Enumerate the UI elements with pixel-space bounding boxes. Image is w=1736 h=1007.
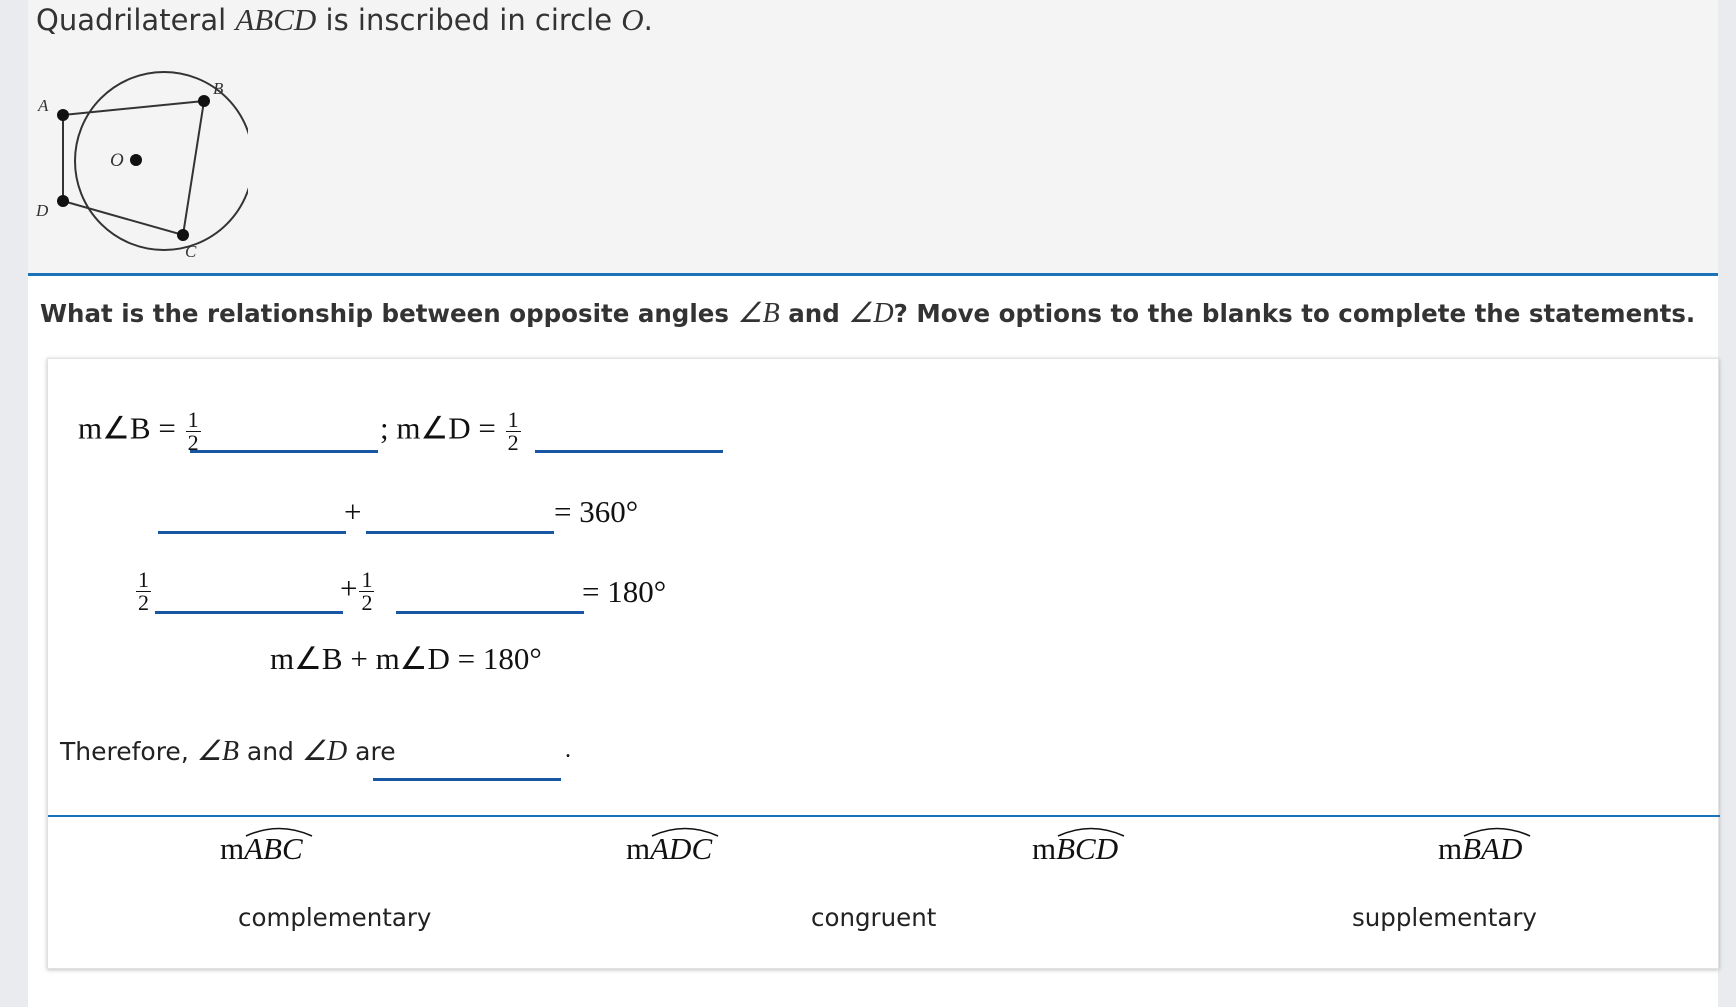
plus-sign: +	[344, 494, 362, 529]
stem-text: Quadrilateral ABCD is inscribed in circl…	[36, 2, 653, 37]
circle-o	[74, 71, 248, 251]
label-o: O	[110, 150, 124, 171]
option-arc-bcd[interactable]: m BCD	[1032, 827, 1125, 867]
arc-symbol	[651, 827, 719, 837]
arc-symbol	[1057, 827, 1125, 837]
label-a: A	[37, 96, 49, 115]
vertex-a	[57, 109, 69, 121]
label-c: C	[185, 242, 197, 261]
equals-180: = 180°	[582, 574, 667, 609]
question-stem: Quadrilateral ABCD is inscribed in circl…	[28, 0, 1718, 276]
conclusion-period: .	[565, 737, 571, 763]
inscribed-quadrilateral-figure: A B C D O	[35, 71, 248, 261]
option-arc-bad[interactable]: m BAD	[1438, 827, 1531, 867]
blank-arc-d[interactable]	[535, 450, 723, 453]
options-divider	[48, 815, 1720, 817]
conclusion-statement: Therefore, ∠B and ∠D are	[60, 736, 396, 767]
option-supplementary[interactable]: supplementary	[1352, 903, 1537, 932]
label-d: D	[35, 201, 49, 220]
label-b: B	[213, 79, 224, 98]
blank-half-arc-2[interactable]	[396, 611, 584, 614]
blank-arc-b[interactable]	[190, 450, 378, 453]
options-bank: m ABC m ADC m BCD m BAD complementary congru…	[48, 817, 1720, 967]
option-arc-abc[interactable]: m ABC	[220, 827, 313, 867]
shape-name: ABCD	[235, 2, 317, 37]
option-complementary[interactable]: complementary	[238, 903, 432, 932]
option-arc-adc[interactable]: m ADC	[626, 827, 719, 867]
plus-half: +1 2	[340, 567, 375, 615]
angle-d: ∠D	[848, 298, 894, 329]
blank-half-arc-1[interactable]	[155, 611, 343, 614]
blank-sum-arc-1[interactable]	[158, 531, 346, 534]
option-congruent[interactable]: congruent	[811, 903, 937, 932]
center-point-o	[130, 154, 142, 166]
blank-relationship[interactable]	[373, 778, 561, 781]
vertex-b	[198, 95, 210, 107]
arc-symbol	[1463, 827, 1531, 837]
blank-sum-arc-2[interactable]	[366, 531, 554, 534]
arc-symbol	[245, 827, 313, 837]
vertex-d	[57, 195, 69, 207]
page: Quadrilateral ABCD is inscribed in circl…	[28, 0, 1720, 1007]
question-prompt: What is the relationship between opposit…	[40, 298, 1696, 329]
sum-of-angles: m∠B + m∠D = 180°	[270, 641, 542, 676]
circle-name: O	[621, 2, 644, 37]
equals-360: = 360°	[554, 494, 639, 529]
vertex-c	[177, 229, 189, 241]
angle-b: ∠B	[737, 298, 780, 329]
